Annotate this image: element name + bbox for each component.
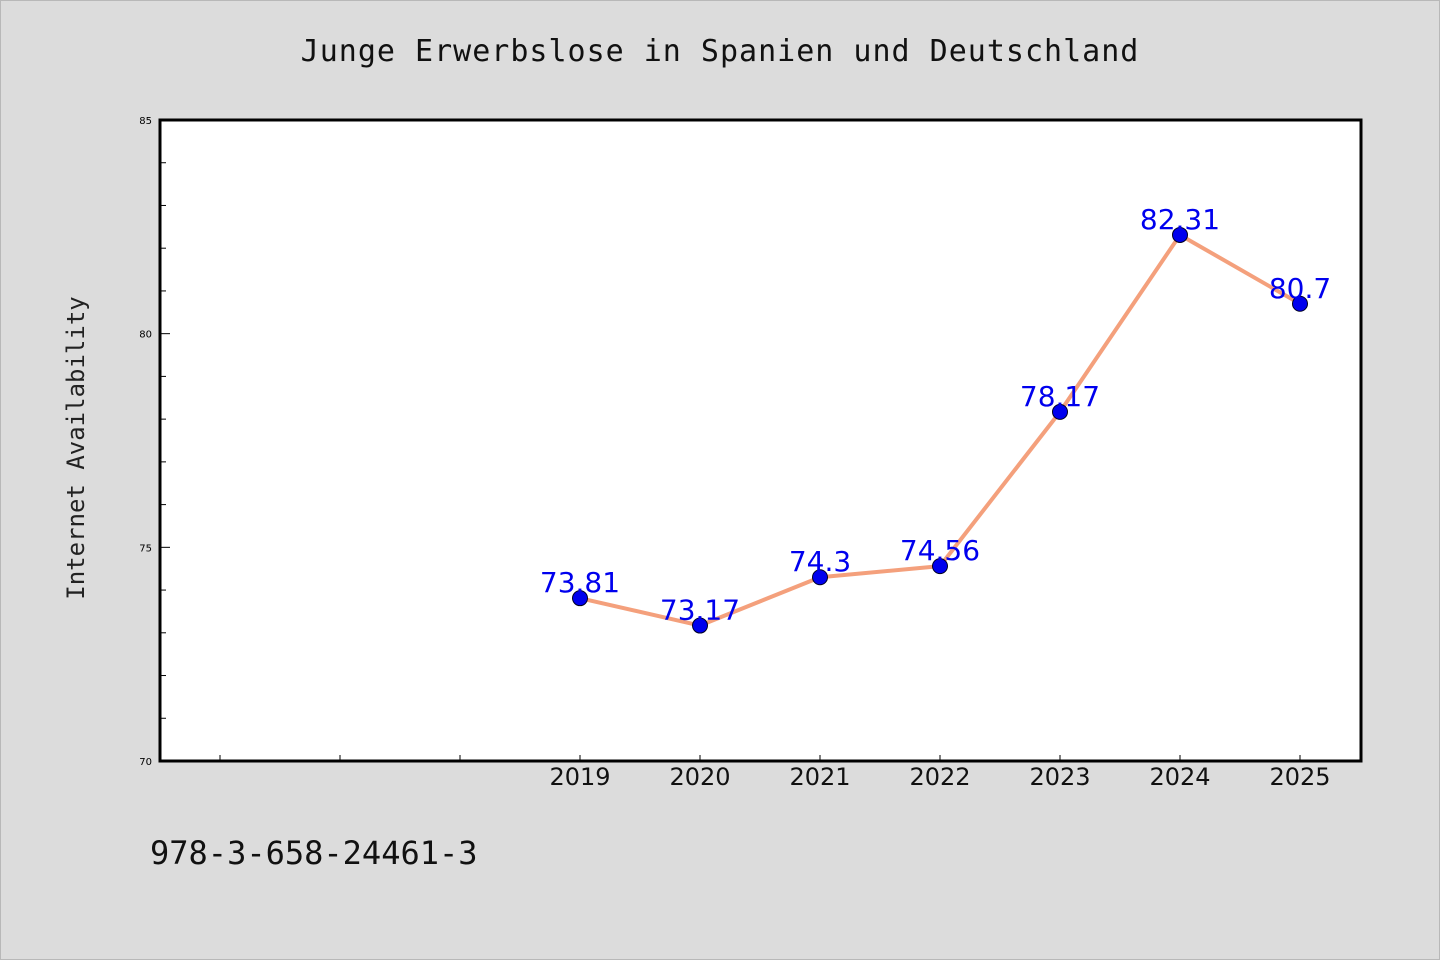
y-tick-label: 75 xyxy=(139,543,152,554)
data-point xyxy=(812,569,828,586)
isbn-footer: 978-3-658-24461-3 xyxy=(150,834,478,872)
data-point xyxy=(572,590,588,607)
series-layer: 73.81 73.17 74.3 74.56 78.17 82.31 80.7 xyxy=(540,203,1331,634)
chart-title: Junge Erwerbslose in Spanien und Deutsch… xyxy=(300,34,1140,69)
x-tick-label: 2020 xyxy=(669,763,730,791)
data-point xyxy=(1052,403,1068,420)
data-label: 82.31 xyxy=(1140,203,1220,236)
data-point xyxy=(692,617,708,634)
x-axis-ticks: 2019 2020 2021 2022 2023 2024 2025 xyxy=(219,755,1331,791)
x-tick-label: 2024 xyxy=(1149,763,1210,791)
x-tick-label: 2022 xyxy=(909,763,970,791)
data-point xyxy=(1292,295,1308,312)
y-axis-ticks: 70 75 80 85 xyxy=(139,116,170,768)
plot-area xyxy=(158,118,1363,763)
data-label: 73.17 xyxy=(660,594,740,627)
x-tick-label: 2025 xyxy=(1269,763,1330,791)
x-tick-label: 2023 xyxy=(1029,763,1090,791)
y-tick-label: 85 xyxy=(139,116,152,127)
data-point xyxy=(1172,226,1188,243)
data-label: 80.7 xyxy=(1269,272,1331,305)
data-label: 73.81 xyxy=(540,566,620,599)
data-label: 74.56 xyxy=(900,534,980,567)
y-tick-label: 80 xyxy=(139,330,152,341)
x-tick-label: 2021 xyxy=(789,763,850,791)
data-label: 74.3 xyxy=(789,545,851,578)
data-label: 78.17 xyxy=(1020,380,1100,413)
data-point xyxy=(932,558,948,575)
x-tick-label: 2019 xyxy=(549,763,610,791)
y-tick-label: 70 xyxy=(139,757,152,768)
